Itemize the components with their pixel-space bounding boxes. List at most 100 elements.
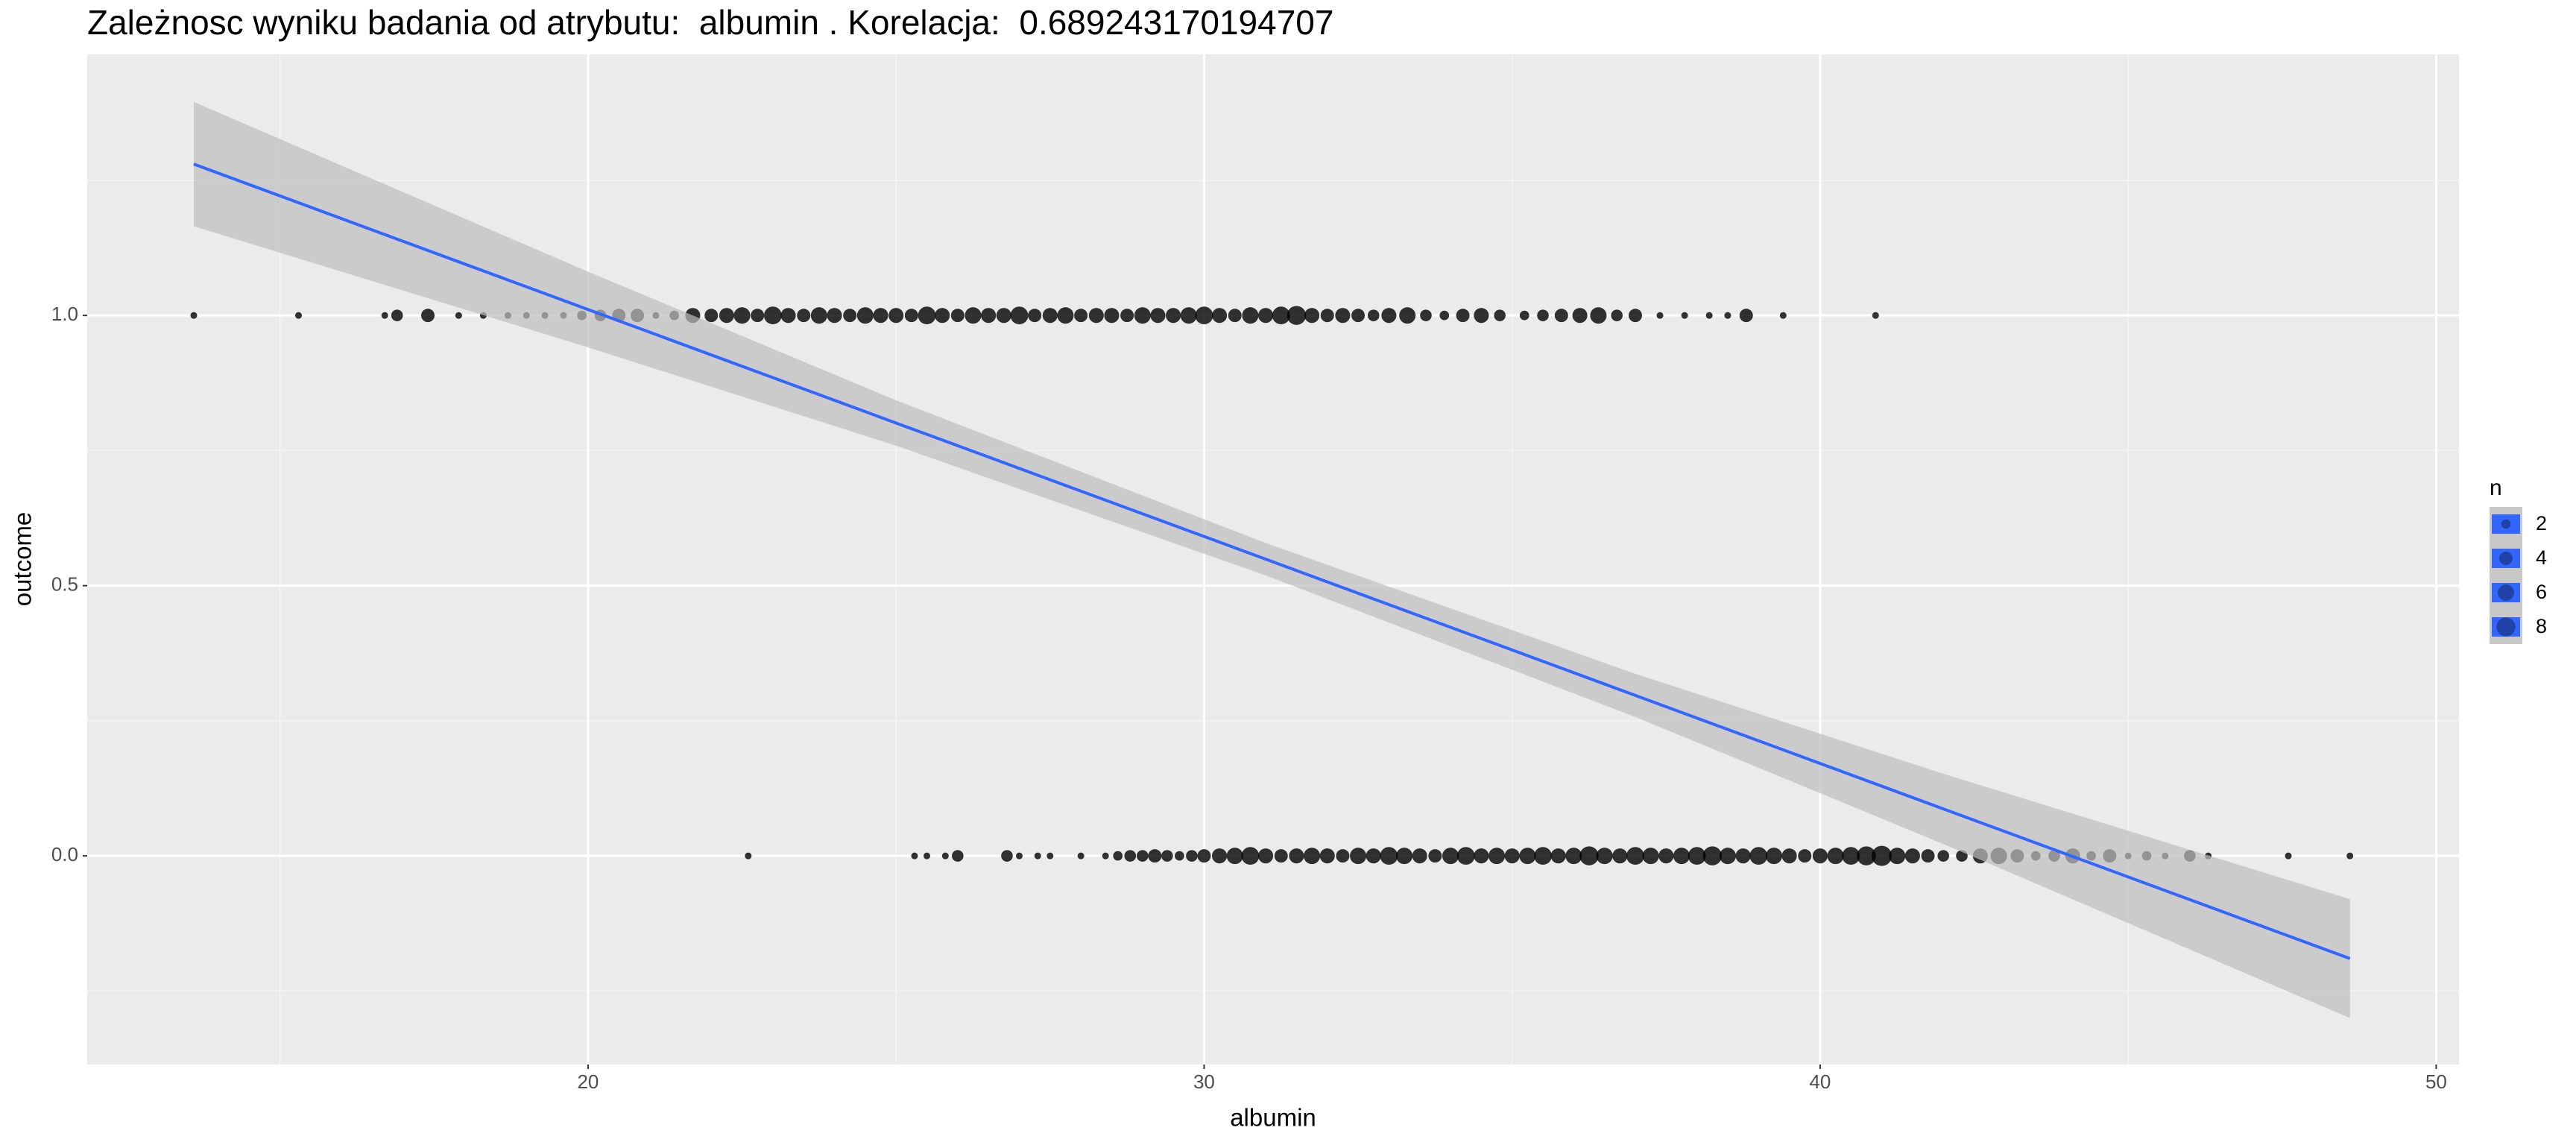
point (1186, 850, 1198, 862)
legend-label: 6 (2536, 581, 2547, 603)
point (1381, 308, 1397, 324)
point (941, 852, 949, 859)
point (2285, 852, 2292, 859)
point (1705, 312, 1713, 319)
point (1351, 309, 1366, 323)
point (1724, 312, 1731, 319)
point (1015, 852, 1023, 859)
point (190, 312, 198, 319)
point (1702, 846, 1723, 865)
point (1857, 846, 1876, 865)
y-tick-label: 0.5 (51, 573, 78, 596)
x-axis-title: albumin (1230, 1104, 1316, 1132)
point (1572, 308, 1588, 324)
point (1077, 852, 1085, 859)
point (1150, 308, 1166, 324)
point (1166, 308, 1181, 324)
point (391, 309, 403, 321)
plot-layer (190, 101, 2354, 1018)
x-tick-label: 20 (577, 1070, 599, 1093)
point (1658, 848, 1674, 864)
point (1456, 847, 1475, 865)
legend-key-point (2496, 617, 2516, 637)
legend-label: 4 (2536, 546, 2547, 569)
point (1113, 851, 1123, 861)
y-tick-label: 0.0 (51, 843, 78, 865)
point (1319, 848, 1335, 864)
point (904, 309, 918, 323)
point (1439, 310, 1450, 321)
point (1272, 306, 1290, 325)
point (1088, 308, 1104, 324)
legend-key-point (2497, 584, 2515, 602)
point (1074, 309, 1088, 323)
point (1148, 849, 1162, 863)
point (911, 852, 918, 859)
point (1241, 847, 1260, 865)
point (952, 850, 964, 862)
point (1175, 851, 1184, 861)
point (1611, 309, 1623, 321)
point (1656, 312, 1664, 319)
point (751, 309, 765, 323)
point (1287, 306, 1307, 325)
point (1827, 848, 1844, 865)
point (1590, 307, 1607, 324)
point (1136, 850, 1149, 862)
point (1001, 850, 1013, 862)
point (1197, 849, 1211, 863)
point (1494, 309, 1506, 321)
legend: n 2 4 6 8 (2490, 476, 2547, 644)
point (1366, 848, 1381, 864)
point (873, 308, 888, 324)
fit-line (193, 163, 2351, 960)
point (996, 308, 1011, 324)
point (1534, 847, 1552, 865)
x-tick-label: 40 (1809, 1070, 1831, 1093)
point (1842, 847, 1860, 865)
point (1350, 848, 1367, 865)
point (856, 307, 874, 324)
point (1488, 848, 1506, 865)
point (1335, 308, 1351, 324)
point (1258, 308, 1274, 324)
point (1474, 848, 1489, 864)
point (1420, 309, 1432, 321)
point (1399, 307, 1416, 324)
point (1010, 306, 1029, 325)
point (1550, 848, 1566, 864)
point (1380, 847, 1398, 865)
point (1779, 312, 1787, 319)
legend-key-fill (2492, 617, 2520, 637)
point (381, 312, 388, 319)
point (950, 309, 965, 323)
legend-title: n (2490, 476, 2502, 500)
point (810, 307, 827, 324)
point (1579, 846, 1599, 865)
point (421, 309, 435, 323)
point (1396, 848, 1413, 865)
point (1046, 852, 1054, 859)
point (1765, 848, 1782, 865)
legend-label: 8 (2536, 615, 2547, 637)
point (1102, 852, 1109, 859)
point (1258, 848, 1274, 864)
point (797, 309, 811, 323)
point (1904, 848, 1920, 864)
point (1456, 309, 1470, 323)
point (1474, 308, 1489, 324)
legend-label: 2 (2536, 512, 2547, 534)
chart-title: Zależnosc wyniku badania od atrybutu: al… (87, 3, 1333, 42)
point (1872, 845, 1892, 866)
point (1057, 307, 1074, 324)
point (294, 312, 302, 319)
point (1228, 309, 1242, 323)
point (1554, 309, 1568, 323)
point (1719, 848, 1736, 865)
point (1937, 850, 1950, 862)
point (935, 308, 950, 324)
point (1120, 309, 1134, 323)
legend-key-point (2501, 519, 2511, 529)
